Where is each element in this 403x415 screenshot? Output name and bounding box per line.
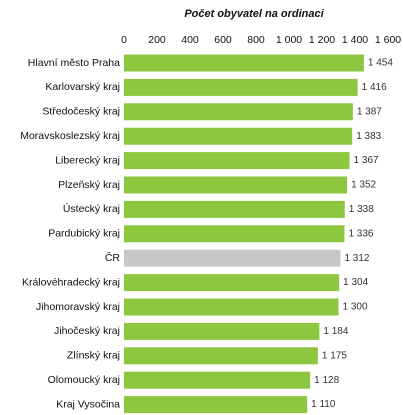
bar <box>124 225 345 243</box>
value-label: 1 184 <box>323 326 348 337</box>
value-label: 1 300 <box>343 302 368 313</box>
x-tick-label: 600 <box>214 34 232 46</box>
category-label: ČR <box>105 251 121 264</box>
value-label: 1 338 <box>349 204 374 215</box>
category-label: Karlovarský kraj <box>45 81 120 93</box>
value-label: 1 352 <box>351 180 376 191</box>
category-label: Zlínský kraj <box>67 350 120 362</box>
bar <box>124 127 353 145</box>
x-tick-label: 1 600 <box>375 34 401 46</box>
bar <box>124 54 364 72</box>
x-tick-label: 800 <box>247 34 265 46</box>
value-label: 1 175 <box>322 350 347 361</box>
category-label: Plzeňský kraj <box>58 179 120 191</box>
bar <box>124 78 358 96</box>
value-label: 1 387 <box>357 106 382 117</box>
category-label: Pardubický kraj <box>48 228 120 240</box>
bar <box>124 396 308 414</box>
category-label: Olomoucký kraj <box>48 374 120 386</box>
category-label: Moravskoslezský kraj <box>20 130 120 142</box>
bar <box>124 103 353 121</box>
category-label: Jihomoravský kraj <box>36 301 120 313</box>
bar <box>124 347 318 365</box>
category-label: Královéhradecký kraj <box>22 276 120 288</box>
bar <box>124 200 345 218</box>
category-label: Středočeský kraj <box>42 106 120 118</box>
category-label: Liberecký kraj <box>55 154 120 166</box>
bar <box>124 322 320 340</box>
value-label: 1 367 <box>354 155 379 166</box>
value-label: 1 110 <box>311 399 336 410</box>
chart-title: Počet obyvatel na ordinaci <box>184 8 324 20</box>
bar <box>124 176 348 194</box>
bar <box>124 274 340 292</box>
category-label: Hlavní město Praha <box>28 57 120 69</box>
bar <box>124 371 311 389</box>
category-label: Ústecký kraj <box>63 202 120 215</box>
x-tick-label: 1 000 <box>276 34 302 46</box>
value-label: 1 336 <box>348 228 373 239</box>
x-tick-label: 1 400 <box>342 34 368 46</box>
x-tick-label: 200 <box>148 34 166 46</box>
value-label: 1 416 <box>362 82 387 93</box>
value-label: 1 454 <box>368 58 393 69</box>
value-label: 1 383 <box>356 131 381 142</box>
x-tick-label: 1 200 <box>309 34 335 46</box>
category-label: Kraj Vysočina <box>56 398 120 410</box>
value-label: 1 304 <box>343 277 368 288</box>
value-label: 1 312 <box>344 253 369 264</box>
bar <box>124 249 341 267</box>
x-tick-label: 400 <box>181 34 199 46</box>
bar <box>124 298 339 316</box>
category-label: Jihočeský kraj <box>54 325 120 337</box>
value-label: 1 128 <box>314 375 339 386</box>
bar <box>124 152 350 170</box>
x-tick-label: 0 <box>121 34 127 46</box>
